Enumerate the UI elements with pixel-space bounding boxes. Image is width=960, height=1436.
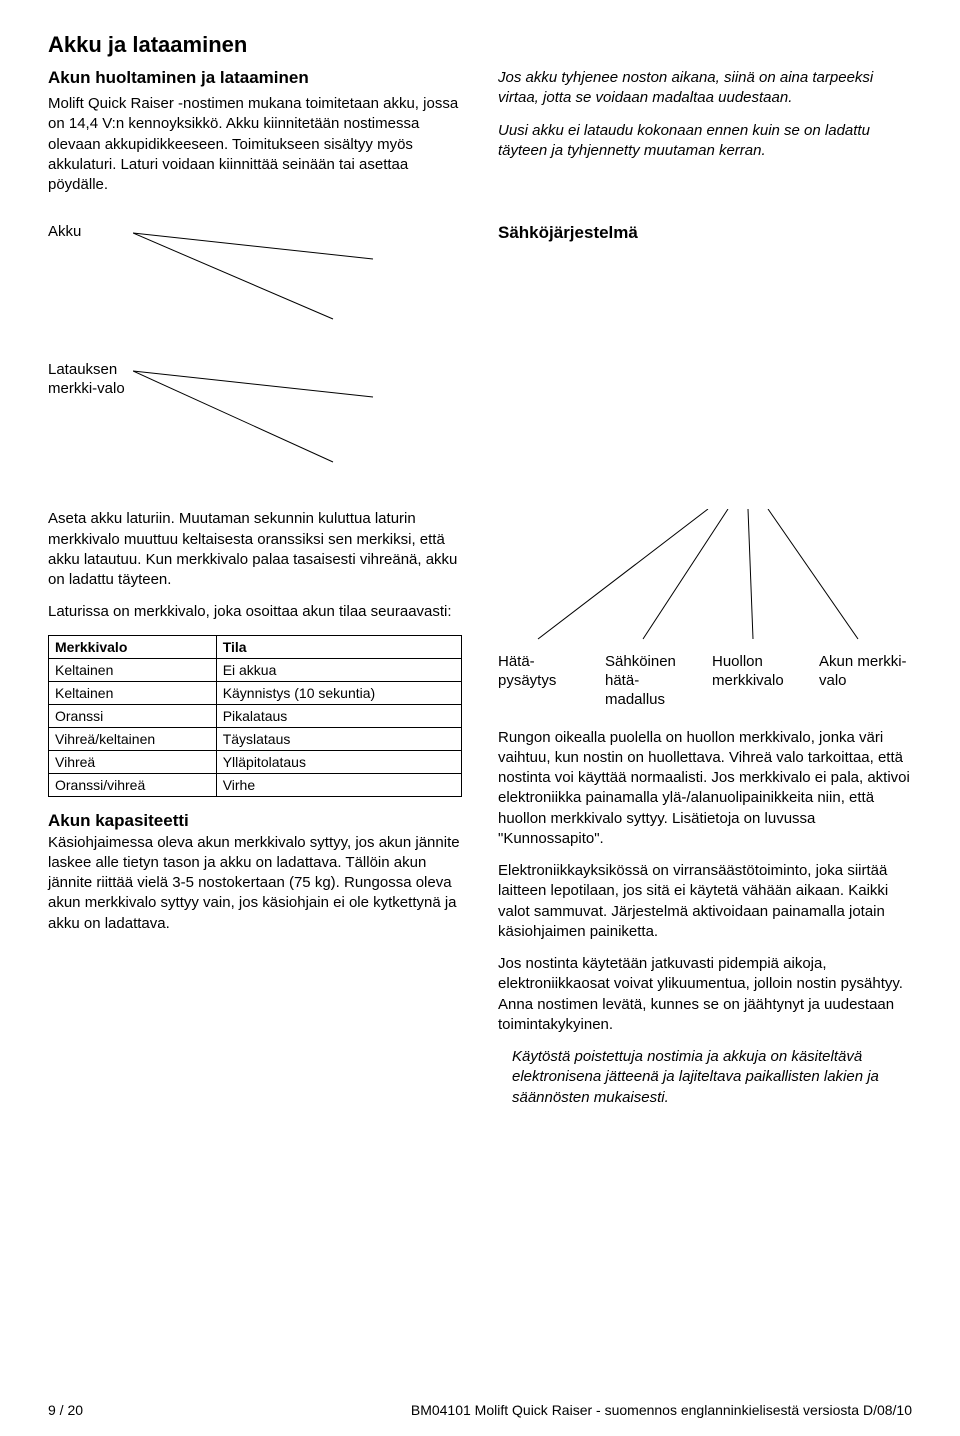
col-header: Merkkivalo [49, 635, 217, 658]
callout-lines-icon [133, 229, 393, 329]
page-title: Akku ja lataaminen [48, 32, 912, 58]
section-heading-capacity: Akun kapasiteetti [48, 811, 462, 831]
columns-2: Latauksen merkki-valo [48, 361, 912, 509]
left-body: Aseta akku laturiin. Muutaman sekunnin k… [48, 509, 462, 1120]
left-p3: Laturissa on merkkivalo, joka osoittaa a… [48, 602, 462, 622]
columns-3: Aseta akku laturiin. Muutaman sekunnin k… [48, 509, 912, 1120]
label-emergency-stop: Hätä-pysäytys [498, 653, 591, 709]
label-service-light: Huollon merkkivalo [712, 653, 805, 709]
table-row: KeltainenKäynnistys (10 sekuntia) [49, 681, 462, 704]
label-emergency-lower: Sähköinen hätä-madallus [605, 653, 698, 709]
callout-lines-icon [133, 367, 393, 477]
left-p4: Käsiohjaimessa oleva akun merkkivalo syt… [48, 833, 462, 934]
indicator-table: Merkkivalo Tila KeltainenEi akkua Keltai… [48, 635, 462, 797]
right-body: Hätä-pysäytys Sähköinen hätä-madallus Hu… [498, 509, 912, 1120]
disposal-note: Käytöstä poistettuja nostimia ja akkuja … [498, 1047, 912, 1108]
four-labels: Hätä-pysäytys Sähköinen hätä-madallus Hu… [498, 653, 912, 709]
doc-id: BM04101 Molift Quick Raiser - suomennos … [411, 1402, 912, 1418]
intro-left-p1: Molift Quick Raiser -nostimen mukana toi… [48, 94, 462, 195]
label-row-1: Akku Sähköjärjestelmä [48, 223, 912, 361]
table-row: KeltainenEi akkua [49, 658, 462, 681]
four-callout [498, 509, 912, 649]
section-heading-maintenance: Akun huoltaminen ja lataaminen [48, 68, 462, 88]
right-p3: Elektroniikkayksikössä on virransäästöto… [498, 861, 912, 942]
intro-left: Akun huoltaminen ja lataaminen Molift Qu… [48, 68, 462, 207]
label-akku: Akku [48, 223, 81, 242]
callout-lines-icon [498, 509, 918, 649]
table-row: Oranssi/vihreäVirhe [49, 773, 462, 796]
table-row: Vihreä/keltainenTäyslataus [49, 727, 462, 750]
footer: 9 / 20 BM04101 Molift Quick Raiser - suo… [48, 1402, 912, 1418]
table-row: OranssiPikalataus [49, 704, 462, 727]
label-battery-light: Akun merkki-valo [819, 653, 912, 709]
intro-right-p2: Uusi akku ei lataudu kokonaan ennen kuin… [498, 121, 912, 162]
right-p4: Jos nostinta käytetään jatkuvasti pidemp… [498, 954, 912, 1035]
table-header-row: Merkkivalo Tila [49, 635, 462, 658]
intro-columns: Akun huoltaminen ja lataaminen Molift Qu… [48, 68, 912, 207]
lataus-callout: Latauksen merkki-valo [48, 361, 462, 481]
intro-right-p1: Jos akku tyhjenee noston aikana, siinä o… [498, 68, 912, 109]
section-heading-electrical: Sähköjärjestelmä [498, 223, 912, 243]
intro-right: Jos akku tyhjenee noston aikana, siinä o… [498, 68, 912, 207]
right-p2: Rungon oikealla puolella on huollon merk… [498, 728, 912, 850]
page-number: 9 / 20 [48, 1402, 83, 1418]
col-header: Tila [216, 635, 461, 658]
akku-callout: Akku [48, 223, 462, 333]
left-p2: Aseta akku laturiin. Muutaman sekunnin k… [48, 509, 462, 590]
table-row: VihreäYlläpitolataus [49, 750, 462, 773]
